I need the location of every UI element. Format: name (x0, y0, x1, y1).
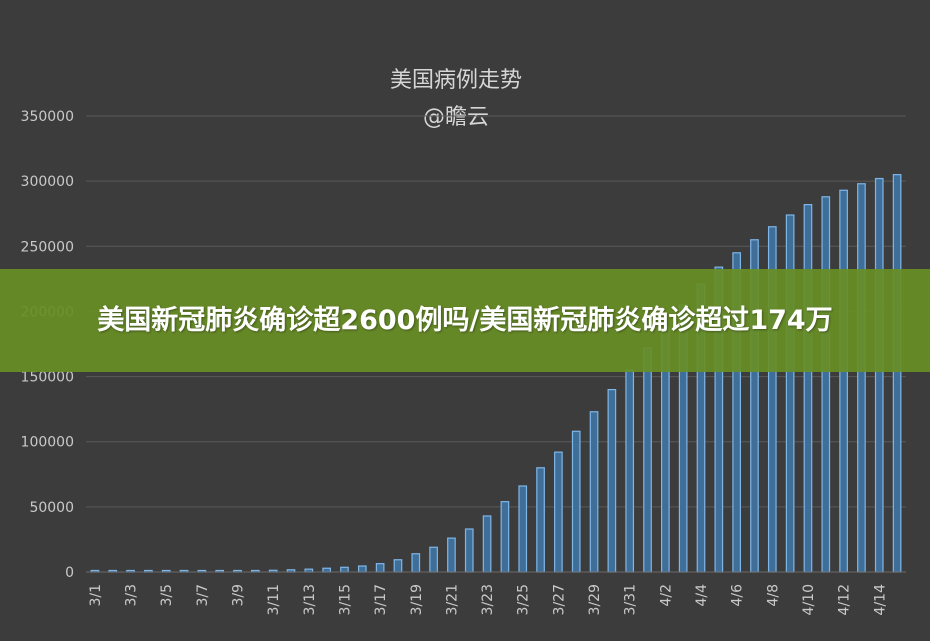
bar-3-29 (589, 411, 599, 573)
bar-4-10 (803, 203, 813, 573)
y-tick-label: 300000 (21, 174, 74, 190)
bar-3-20 (429, 546, 438, 573)
x-tick-label: 4/14 (872, 584, 888, 616)
x-tick-label: 3/3 (124, 584, 140, 607)
x-tick-label: 3/25 (516, 584, 532, 615)
bar-3-24 (500, 501, 510, 573)
y-tick-label: 0 (65, 565, 74, 581)
bar-4-12 (839, 189, 848, 573)
x-tick-label: 4/10 (801, 584, 817, 615)
x-tick-label: 3/27 (551, 584, 567, 615)
x-tick-label: 3/23 (480, 584, 496, 615)
bar-3-21 (447, 537, 456, 573)
x-tick-label: 3/29 (587, 584, 603, 615)
bar-4-14 (874, 177, 884, 573)
x-tick-label: 4/4 (694, 584, 710, 607)
y-tick-label: 350000 (21, 109, 74, 125)
bar-3-15 (340, 566, 349, 573)
bar-3-27 (554, 451, 563, 573)
x-tick-label: 3/7 (195, 584, 211, 607)
x-tick-label: 4/2 (658, 584, 674, 607)
x-tick-label: 3/19 (409, 584, 425, 615)
headline-banner: 美国新冠肺炎确诊超2600例吗/美国新冠肺炎确诊超过174万 (0, 269, 930, 372)
y-tick-label: 150000 (21, 370, 74, 386)
bar-3-17 (375, 563, 385, 573)
y-tick-label: 100000 (21, 435, 74, 451)
bar-4-1 (643, 347, 652, 573)
headline-text: 美国新冠肺炎确诊超2600例吗/美国新冠肺炎确诊超过174万 (97, 304, 833, 336)
bar-3-18 (393, 559, 403, 573)
x-tick-label: 3/5 (159, 584, 175, 607)
bar-3-14 (322, 567, 331, 573)
y-tick-label: 250000 (21, 239, 74, 255)
x-tick-label: 4/12 (837, 584, 853, 615)
bar-3-31 (625, 369, 635, 573)
y-tick-label: 50000 (29, 500, 74, 516)
bar-3-19 (411, 553, 421, 573)
x-tick-label: 4/8 (765, 584, 781, 607)
bar-4-11 (821, 196, 831, 573)
x-tick-label: 3/1 (88, 584, 104, 607)
x-tick-label: 3/9 (231, 584, 247, 607)
bar-3-26 (536, 467, 545, 573)
bar-3-22 (464, 528, 474, 573)
x-tick-label: 3/11 (266, 584, 282, 615)
bar-3-28 (571, 430, 581, 573)
bar-3-25 (518, 485, 528, 573)
bar-3-16 (357, 565, 367, 573)
x-tick-label: 4/6 (730, 584, 746, 607)
bar-4-13 (857, 183, 866, 573)
x-tick-label: 3/21 (444, 584, 460, 615)
x-axis: 3/1 3/3 3/5 3/7 3/9 3/11 3/13 3/15 3/17 3/19 3/21 3… (88, 584, 888, 616)
x-tick-label: 3/13 (302, 584, 318, 615)
chart-subtitle: @瞻云 (423, 105, 489, 130)
bar-3-30 (607, 389, 617, 573)
chart-title: 美国病例走势 (390, 68, 522, 93)
bar-3-23 (482, 515, 492, 573)
x-tick-label: 3/15 (337, 584, 353, 615)
x-tick-label: 3/31 (623, 584, 639, 615)
x-tick-label: 3/17 (373, 584, 389, 615)
bar-4-15 (892, 174, 902, 573)
